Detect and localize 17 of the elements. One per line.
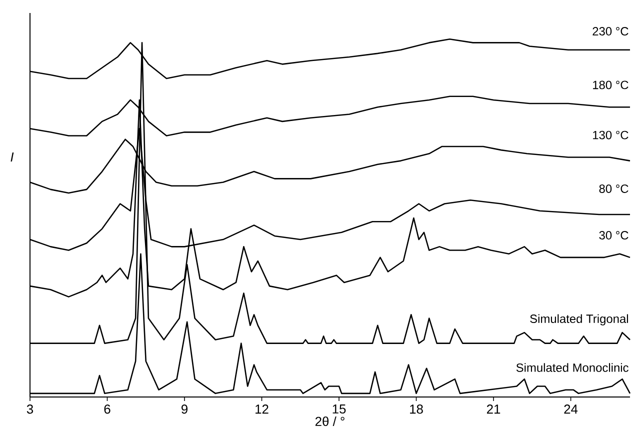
series-label: 30 °C bbox=[599, 231, 628, 240]
series-label: 80 °C bbox=[599, 184, 628, 193]
x-tick-label: 9 bbox=[182, 404, 188, 414]
x-axis-title: 2θ / ° bbox=[315, 416, 344, 426]
x-tick-label: 3 bbox=[26, 404, 34, 414]
x-tick-label: 18 bbox=[410, 404, 423, 414]
series-label: 130 °C bbox=[593, 130, 628, 140]
x-tick-label: 15 bbox=[332, 404, 346, 414]
x-tick-label: 24 bbox=[564, 404, 578, 414]
x-tick-label: 12 bbox=[256, 404, 268, 414]
series-label: 180 °C bbox=[593, 80, 628, 90]
series-label: Simulated Trigonal bbox=[530, 314, 628, 326]
x-tick-label: 6 bbox=[104, 404, 110, 414]
x-tick-label: 21 bbox=[486, 404, 500, 414]
y-axis-title: I bbox=[10, 152, 14, 162]
series-label: 230 °C bbox=[592, 27, 628, 36]
series-label: Simulated Monoclinic bbox=[516, 363, 628, 372]
